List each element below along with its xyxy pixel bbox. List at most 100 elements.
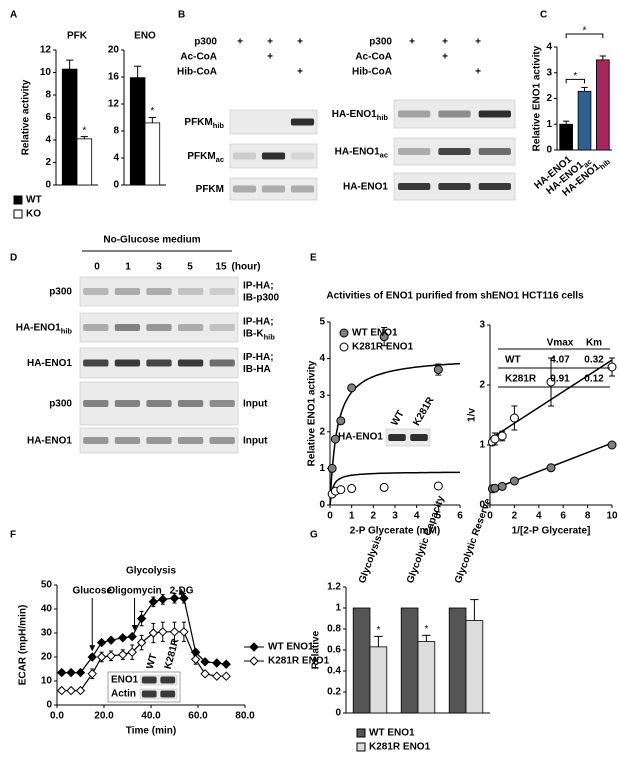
chart-title: Glycolysis: [126, 566, 176, 577]
y-tick-label: 0: [46, 700, 52, 711]
x-tick-label: 2: [371, 511, 377, 522]
probe-label-text: IB-K: [243, 328, 264, 339]
blot-band: [209, 437, 235, 444]
y-tick-label: 8: [113, 126, 119, 137]
point: [497, 481, 507, 491]
treatment-label: Ac-CoA: [355, 52, 392, 63]
blot-band: [141, 676, 157, 684]
y-tick-label: 2: [479, 380, 485, 391]
blot-band: [114, 359, 141, 367]
blot-row-label-text: PFKM: [187, 151, 215, 162]
blot-row-label-text: p300: [49, 398, 72, 409]
point: [433, 481, 443, 491]
probe-label: IB-HA: [243, 364, 271, 375]
bar: [129, 77, 146, 186]
point: [96, 637, 107, 648]
table-cell: 0.32: [584, 355, 604, 366]
blot-band: [114, 400, 141, 407]
panel-letter: C: [540, 10, 547, 21]
blot-row-label: PFKMac: [187, 151, 224, 165]
panel-letter: D: [10, 253, 17, 264]
time-label: 1: [125, 262, 131, 273]
point: [158, 627, 168, 637]
blot-row-label: PFKM: [196, 184, 224, 195]
blot-band: [478, 148, 511, 155]
blot-row-label: HA-ENO1hib: [332, 109, 389, 123]
blot-row-label-text: p300: [49, 286, 72, 297]
time-label: 5: [187, 262, 193, 273]
probe-label: Input: [243, 435, 268, 446]
x-tick-label: 4: [536, 511, 542, 522]
point: [546, 377, 556, 387]
point: [118, 633, 128, 643]
treatment-sign: +: [475, 67, 481, 78]
blot-row-label-sub: ac: [216, 155, 224, 164]
treatment-sign: +: [297, 67, 303, 78]
x-tick-label: 4: [414, 511, 420, 522]
treatment-sign: +: [475, 37, 481, 48]
bar: [369, 646, 388, 714]
point: [546, 463, 556, 473]
bar: [400, 607, 419, 714]
panel-letter: A: [10, 10, 17, 21]
y-axis-label: Relative: [311, 630, 322, 669]
y-tick-label: 12: [40, 45, 52, 56]
blot-row-label-sub: ac: [380, 151, 388, 160]
y-tick-label: 3: [479, 320, 485, 331]
x-tick-label: 3: [392, 511, 398, 522]
probe-label-text: IP-HA;: [243, 280, 274, 291]
y-axis-label: 1/v: [467, 408, 478, 422]
probe-label-text: IB-HA: [243, 364, 271, 375]
y-tick-label: 0.4: [327, 666, 341, 677]
legend-label: KO: [26, 209, 41, 220]
blot-band: [478, 110, 511, 118]
point: [148, 628, 159, 638]
y-tick-label: 0: [546, 145, 552, 156]
point: [75, 667, 86, 678]
y-tick-label: 0: [113, 180, 119, 191]
x-tick-label: 10: [606, 511, 618, 522]
blot-band: [83, 400, 109, 407]
blot-band: [438, 183, 471, 190]
y-tick-label: 20: [41, 652, 53, 663]
blot-row-label: p300: [49, 286, 72, 297]
probe-label: Input: [243, 398, 268, 409]
blot-band: [388, 434, 406, 441]
blot-row-label-text: HA-ENO1: [343, 181, 388, 192]
blot-band: [478, 183, 511, 190]
bar: [448, 607, 467, 714]
legend-swatch: [356, 728, 366, 738]
blot-row-label: HA-ENO1: [27, 358, 72, 369]
y-tick-label: 2: [45, 157, 51, 168]
blot-row-label: HA-ENO1hib: [16, 322, 73, 336]
treatment-label: Ac-CoA: [180, 52, 217, 63]
point: [106, 651, 116, 661]
point: [336, 485, 346, 495]
blot-band: [114, 324, 141, 331]
annotation: Glucose: [73, 586, 113, 597]
blot-band: [398, 110, 431, 118]
y-tick-label: 3: [319, 390, 325, 401]
blot-band: [261, 152, 286, 160]
y-axis-label: ECAR (mpH/min): [18, 605, 29, 686]
x-axis-label: Time (min): [126, 726, 176, 737]
inset-row-label: ENO1: [111, 675, 139, 686]
bar: [559, 123, 573, 151]
y-tick-label: 40: [41, 604, 53, 615]
x-tick-label: 2: [512, 511, 518, 522]
point: [169, 627, 180, 637]
point: [221, 671, 231, 681]
blot-row-label: PFKMhib: [184, 117, 224, 131]
point: [169, 593, 180, 603]
point: [212, 658, 222, 668]
inset-row-label: Actin: [111, 689, 136, 700]
blot: [79, 312, 239, 343]
blot-band: [114, 288, 141, 295]
legend-swatch: [339, 342, 349, 352]
blot-title: No-Glucose medium: [103, 235, 200, 246]
point: [336, 416, 346, 426]
annotation: Oligomycin: [107, 586, 161, 597]
point: [200, 669, 210, 679]
blot-band: [146, 359, 172, 367]
